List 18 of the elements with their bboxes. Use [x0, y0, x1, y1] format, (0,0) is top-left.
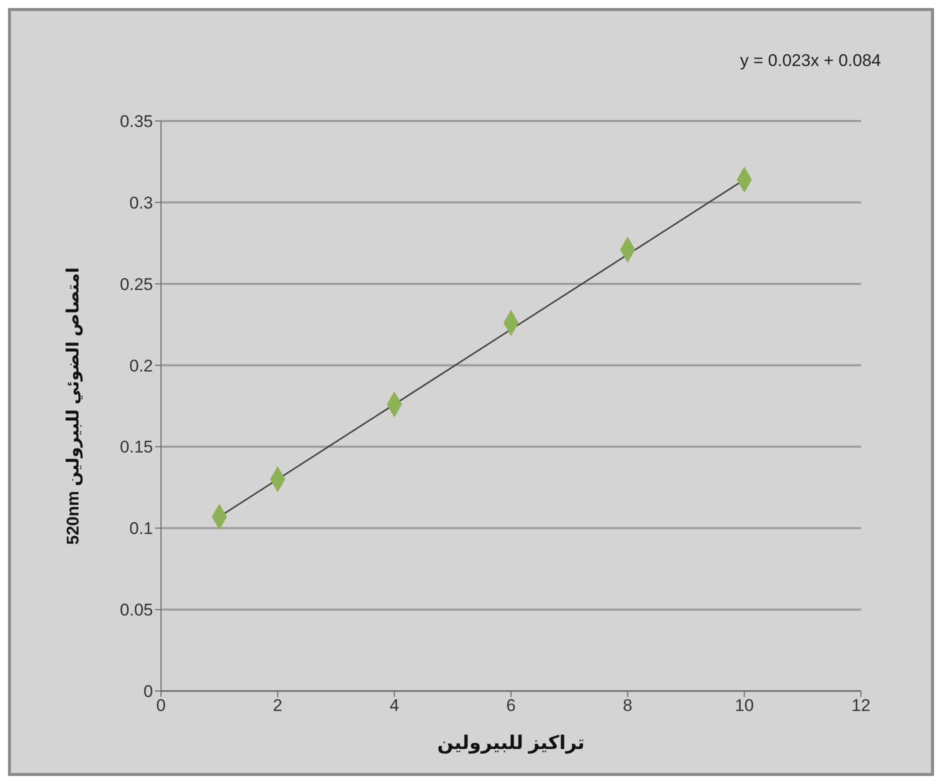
y-tick-label: 0.35 [120, 112, 153, 132]
y-tick-label: 0.15 [120, 438, 153, 457]
y-tick-label: 0.3 [129, 193, 153, 212]
x-tick-label: 6 [506, 696, 516, 716]
y-tick-label: 0 [144, 682, 153, 702]
y-tick-label: 0.25 [120, 274, 153, 294]
y-tick-label: 0.05 [120, 600, 153, 620]
x-tick-label: 4 [390, 696, 400, 716]
y-tick-label: 0.2 [129, 356, 153, 376]
x-tick-label: 12 [852, 696, 870, 716]
text: y = 0.023x + 0.084 [740, 51, 881, 71]
x-tick-label: 0 [156, 696, 166, 716]
x-axis-title: تراكيز للبيرولين [437, 733, 585, 754]
x-tick-label: 8 [622, 696, 632, 716]
y-axis-title: امتصاص الضوئي للبيرولين 520nm [64, 267, 84, 545]
x-tick-label: 10 [734, 696, 754, 716]
x-tick-label: 2 [272, 696, 282, 716]
y-tick-label: 0.1 [129, 519, 153, 538]
